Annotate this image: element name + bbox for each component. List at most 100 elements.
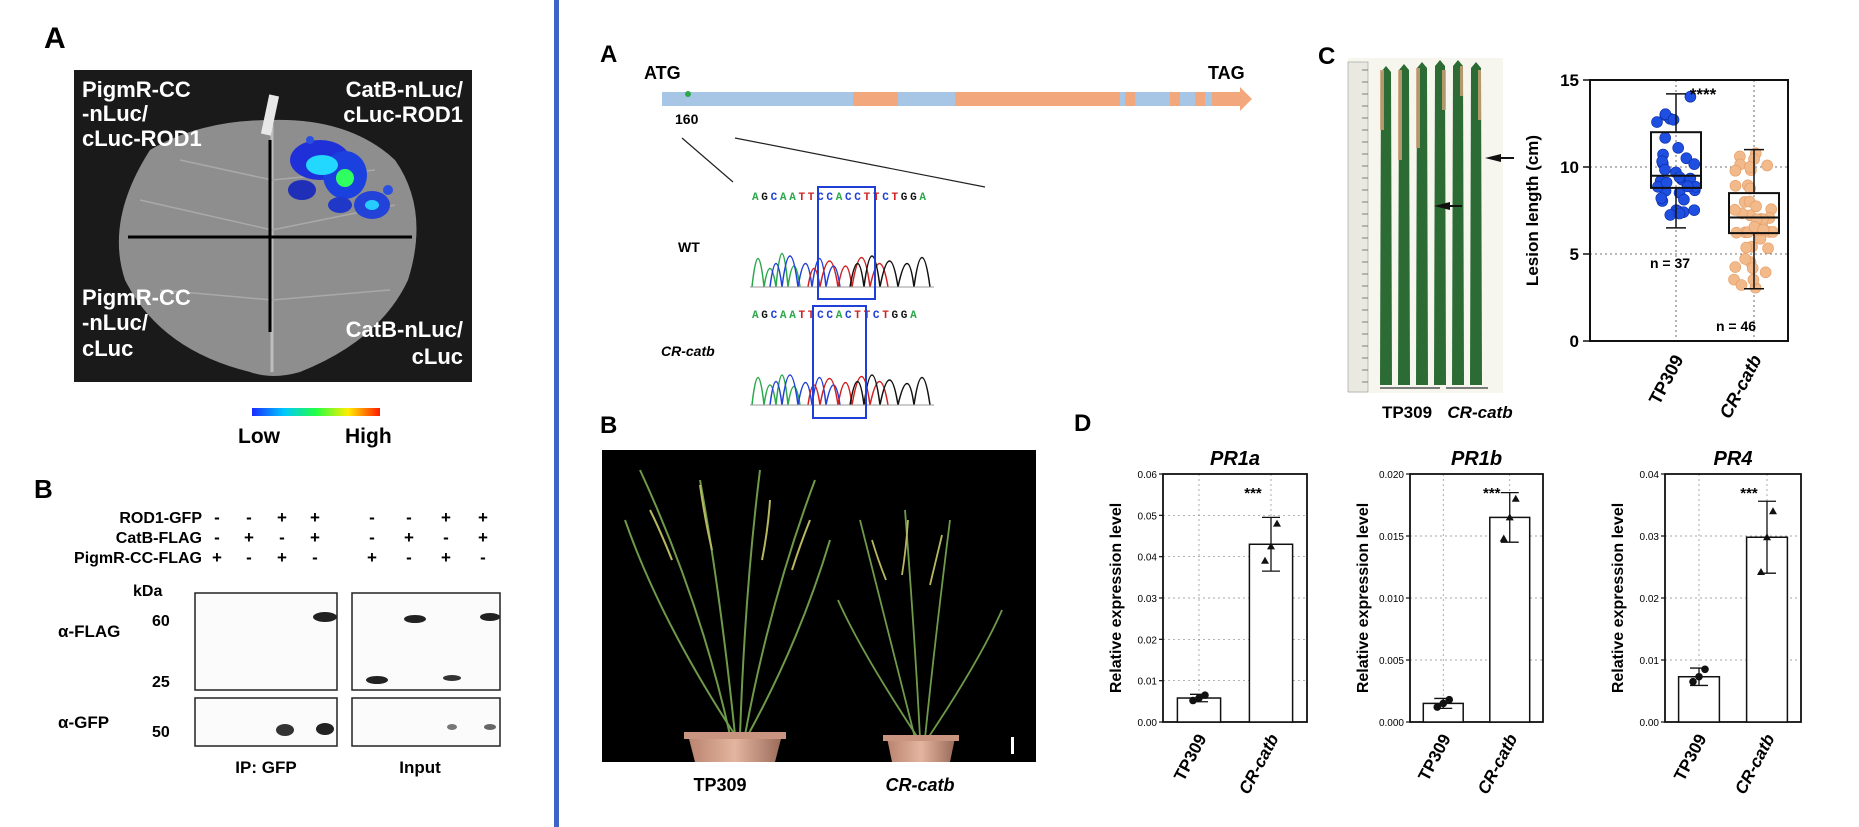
data-point (1667, 113, 1680, 126)
data-point (1273, 519, 1281, 527)
y-tick-label: 0.00 (1138, 718, 1158, 729)
y-tick-label: 0.02 (1138, 635, 1158, 646)
sequence-base: C (817, 310, 824, 322)
quadrant-bl-line3: cLuc (82, 336, 133, 361)
data-point (1678, 193, 1690, 206)
coip-mark: - (406, 508, 412, 527)
data-point (1763, 533, 1771, 541)
data-point (1740, 241, 1753, 254)
x-tick-label: TP309 (1414, 731, 1454, 784)
coip-mark: + (441, 548, 451, 567)
y-tick-label: 0.02 (1640, 594, 1660, 605)
data-point (1688, 204, 1701, 216)
pr4-bar-chart: 0.00 0.01 0.02 0.03 0.04 PR4 Relative expressi… (1610, 448, 1802, 797)
coip-mark: - (480, 548, 486, 567)
y-axis-label: Relative expression level (1355, 503, 1372, 693)
blot-gfp-ip (194, 697, 338, 747)
sequence-base: C (845, 192, 852, 204)
x-tick-label: TP309 (1170, 731, 1210, 784)
sequence-base: G (910, 192, 917, 204)
coip-mark: - (406, 548, 412, 567)
data-point (1688, 158, 1701, 170)
data-point (1267, 542, 1275, 550)
data-point (1729, 203, 1741, 216)
mw-50-label: 50 (152, 724, 170, 741)
coip-mark: + (310, 528, 320, 547)
left-panel-a-label: A (44, 22, 66, 55)
data-point (1433, 703, 1442, 711)
position-160-label: 160 (675, 111, 699, 127)
pr1a-bar-chart: 0.00 0.01 0.02 0.03 0.04 0.05 0.06 PR1a Relative… (1108, 448, 1308, 797)
coip-mark: + (244, 528, 254, 547)
sequence-base: G (761, 192, 768, 204)
plant-crcatb-label: CR-catb (885, 775, 954, 795)
significance-label: *** (1483, 485, 1501, 502)
data-point (1499, 534, 1508, 542)
plant-photo (602, 450, 1036, 762)
sequence-base: C (826, 192, 833, 204)
sequence-base: G (901, 310, 908, 322)
sequence-base: C (845, 310, 852, 322)
right-panel-a-label: A (600, 41, 617, 68)
sequence-base: G (892, 310, 899, 322)
n-label: n = 37 (1650, 255, 1690, 271)
coip-mark: - (369, 528, 375, 547)
data-point (1739, 253, 1751, 265)
pr1b-bar-chart: 0.000 0.005 0.010 0.015 0.020 PR1b Relative ex… (1355, 448, 1544, 797)
y-tick-label: 0.010 (1379, 594, 1404, 605)
y-tick-label: 0.020 (1379, 470, 1404, 481)
gene-structure (662, 87, 1252, 111)
quadrant-tr-line1: CatB-nLuc/ (346, 77, 463, 102)
sequence-base: T (882, 310, 889, 322)
y-tick-label: 0.04 (1138, 553, 1158, 564)
data-point (1201, 691, 1209, 699)
y-tick-label: 0.06 (1138, 470, 1158, 481)
coip-mark: + (478, 508, 488, 527)
ruler-ticks (1362, 69, 1368, 383)
ip-gfp-label: IP: GFP (235, 758, 296, 777)
data-point (1729, 261, 1742, 273)
sequence-base: T (854, 310, 861, 322)
y-axis-label: Lesion length (cm) (1523, 135, 1542, 286)
sequence-base: T (808, 192, 815, 204)
sequence-base: T (808, 310, 815, 322)
leaf-tp309-label: TP309 (1382, 403, 1432, 422)
chart-title: PR1a (1210, 448, 1260, 470)
quadrant-tl-line1: PigmR-CC (82, 77, 191, 102)
x-tick-label: TP309 (1670, 731, 1710, 784)
zoom-line-left (681, 137, 734, 183)
data-point (1729, 179, 1742, 192)
y-tick-label: 0.01 (1640, 656, 1660, 667)
y-tick-label: 0 (1570, 332, 1579, 351)
blot-gfp-input (351, 697, 501, 747)
sequence-base: G (761, 310, 768, 322)
y-tick-label: 0.015 (1379, 532, 1404, 543)
scale-high-label: High (345, 425, 392, 448)
box (1728, 192, 1780, 235)
coip-mark: - (279, 528, 285, 547)
chart-title: PR1b (1451, 448, 1502, 470)
row-label-pigmr: PigmR-CC-FLAG (74, 550, 202, 567)
coip-mark: - (443, 528, 449, 547)
mw-60-label: 60 (152, 613, 170, 630)
data-point (1659, 108, 1672, 120)
coip-mark: + (277, 508, 287, 527)
coip-mark: - (312, 548, 318, 567)
data-point (1659, 132, 1671, 144)
coip-mark: + (367, 548, 377, 567)
significance-label: **** (1690, 85, 1717, 104)
y-axis-label: Relative expression level (1108, 503, 1125, 693)
data-point (1729, 164, 1742, 177)
sequence-base: T (799, 310, 806, 322)
panel-divider (554, 0, 559, 827)
sequence-base: A (910, 310, 917, 322)
sequence-base: A (919, 192, 926, 204)
coip-mark: - (369, 508, 375, 527)
y-tick-label: 0.000 (1379, 718, 1404, 729)
data-point (1659, 163, 1671, 176)
data-point (1767, 226, 1779, 238)
coip-mark: + (310, 508, 320, 527)
data-point (1761, 159, 1773, 172)
quadrant-tl-line2: -nLuc/ (82, 101, 148, 126)
